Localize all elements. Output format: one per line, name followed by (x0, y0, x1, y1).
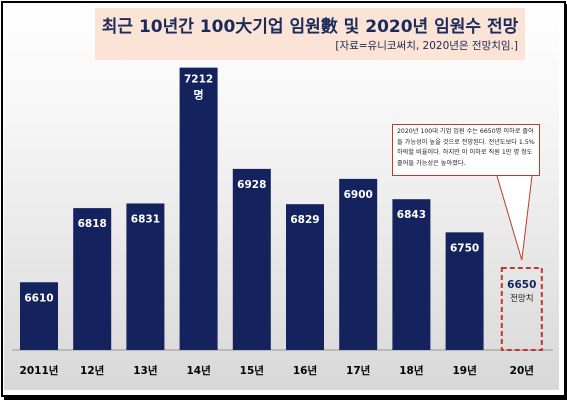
category-label: 14년 (186, 364, 210, 377)
forecast-label: 전망치 (510, 293, 533, 304)
chart-source: [자료=유니코써치, 2020년은 전망치임.] (335, 40, 518, 52)
bar (392, 199, 431, 350)
bar-value-label: 7212 (184, 74, 213, 86)
bar (20, 282, 58, 350)
bar (73, 208, 112, 350)
category-label: 16년 (293, 364, 317, 377)
category-label: 20년 (510, 364, 534, 377)
bar-unit-label: 명 (194, 88, 204, 102)
category-label: 15년 (240, 364, 264, 377)
bar (286, 204, 324, 350)
bar (232, 168, 271, 350)
bar-value-label: 6750 (450, 242, 479, 254)
callout-pointer (496, 175, 533, 261)
bar (445, 232, 484, 350)
category-label: 17년 (346, 364, 370, 377)
chart-title: 최근 10년간 100大기업 임원數 및 2020년 임원수 전망 (101, 17, 519, 37)
forecast-note: 2020년 100대 기업 임원 수는 6650명 이하로 줄어들 가능성이 높… (392, 124, 540, 176)
category-label: 18년 (399, 364, 423, 377)
bar (126, 203, 165, 350)
category-label: 13년 (133, 364, 157, 377)
forecast-bar (500, 267, 543, 352)
forecast-value-label: 6650 (507, 279, 536, 291)
title-box (95, 8, 525, 60)
bar-value-label: 6900 (344, 189, 373, 201)
category-label: 2011년 (20, 364, 59, 377)
category-label: 19년 (452, 364, 476, 377)
category-label: 12년 (80, 364, 104, 377)
bar-value-label: 6818 (78, 218, 107, 230)
bar-value-label: 6831 (131, 213, 160, 225)
bar-value-label: 6829 (290, 214, 319, 226)
bar-value-label: 6928 (237, 179, 266, 191)
bar-value-label: 6610 (24, 292, 53, 304)
bar (339, 178, 378, 350)
bar (179, 67, 218, 350)
bar-value-label: 6843 (397, 209, 426, 221)
